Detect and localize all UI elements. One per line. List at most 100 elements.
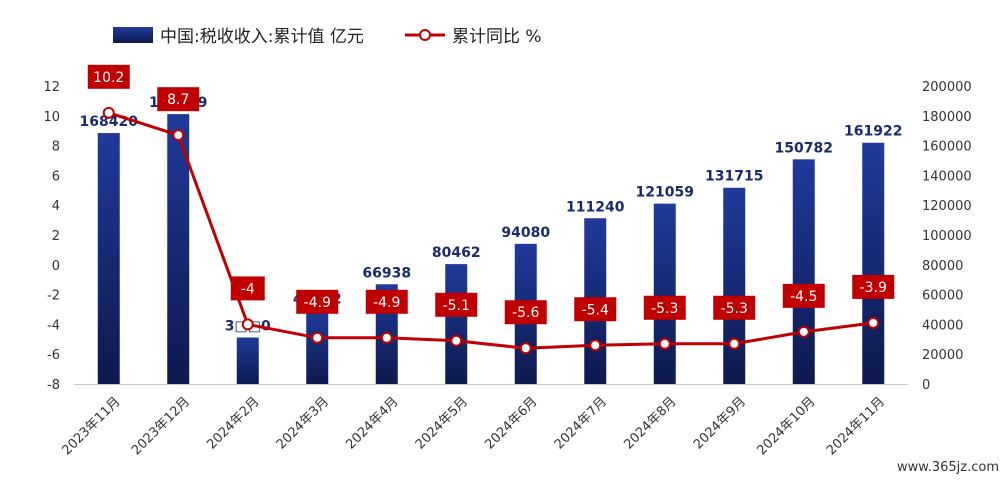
pct-label: -5.4 [582, 302, 609, 318]
left-axis-tick: 8 [52, 140, 60, 155]
bar-labels: 1684201811293□□0491726693880462940801112… [80, 95, 903, 334]
left-axis: -8 -6 -4 -2 0 2 4 6 8 10 12 [43, 80, 908, 393]
right-axis-tick: 140000 [922, 169, 972, 184]
pct-labels: 10.2 8.7 -4 -4.9 -4.9 -5.1 -5.6 -5.4 -5.3 -5.3 -4.… [87, 64, 895, 325]
pct-label: -5.1 [443, 298, 470, 314]
left-axis-tick: -8 [47, 378, 60, 393]
left-axis-tick: 6 [52, 169, 60, 184]
category-label: 2024年9月 [691, 394, 749, 452]
pct-label: 8.7 [167, 92, 189, 108]
category-label: 2024年7月 [552, 394, 610, 452]
left-axis-tick: -6 [47, 348, 60, 363]
line-point [867, 316, 880, 329]
watermark: www.365jz.com [897, 460, 999, 475]
line-point [589, 339, 602, 352]
right-axis-tick: 0 [922, 378, 930, 393]
left-axis-tick: 4 [52, 199, 60, 214]
bar-value-label: 150782 [775, 140, 833, 156]
legend-bar-swatch [113, 27, 153, 43]
line-point [658, 337, 671, 350]
line-point [797, 325, 810, 338]
category-label: 2024年2月 [204, 394, 262, 452]
pct-label-box [782, 283, 825, 308]
bar [306, 310, 329, 384]
pct-label-box [574, 297, 617, 322]
right-axis-tick: 200000 [922, 80, 972, 95]
pct-label-box [157, 87, 200, 112]
category-label: 2024年4月 [343, 394, 401, 452]
pct-label: -4.5 [790, 289, 817, 305]
bar-value-label: 94080 [501, 225, 550, 241]
left-axis-tick: -2 [47, 289, 60, 304]
bar-value-label: 66938 [362, 265, 411, 281]
line-point [450, 334, 463, 347]
right-axis-tick: 80000 [922, 259, 963, 274]
legend-line-label: 累计同比 % [452, 27, 542, 47]
legend-bar-label: 中国:税收收入:累计值 亿元 [160, 27, 364, 47]
left-axis-tick: -4 [47, 318, 60, 333]
pct-label-box [435, 292, 478, 317]
bar [792, 159, 815, 384]
category-label: 2023年12月 [129, 394, 193, 458]
category-label: 2024年5月 [413, 394, 471, 452]
category-label: 2024年10月 [754, 394, 818, 458]
category-label: 2024年8月 [621, 394, 679, 452]
left-axis-tick: 2 [52, 229, 60, 244]
pct-label: 10.2 [93, 70, 124, 86]
right-axis-tick: 160000 [922, 140, 972, 155]
bar-value-label: 161922 [844, 124, 902, 140]
bar-value-label: 121059 [636, 185, 694, 201]
pct-label-box [852, 274, 895, 299]
line-point [102, 106, 115, 119]
legend-line-marker [419, 29, 431, 41]
category-label: 2024年6月 [482, 394, 540, 452]
bar [653, 203, 676, 384]
pct-label-box [296, 289, 339, 314]
category-label: 2024年3月 [274, 394, 332, 452]
right-axis-tick: 180000 [922, 110, 972, 125]
line-point [380, 331, 393, 344]
right-axis-tick: 100000 [922, 229, 972, 244]
pct-label-box [504, 300, 547, 325]
line-point [241, 318, 254, 331]
line-series [102, 106, 880, 355]
pct-label-box [365, 289, 408, 314]
line-point [728, 337, 741, 350]
pct-label: -4.9 [373, 295, 400, 311]
right-axis-tick: 40000 [922, 318, 963, 333]
right-axis-tick: 120000 [922, 199, 972, 214]
line-path [108, 111, 874, 350]
bar [236, 337, 259, 384]
pct-label: -5.3 [651, 301, 678, 317]
pct-label-box [643, 295, 686, 320]
bar-value-label: 80462 [432, 245, 481, 261]
pct-label: -3.9 [860, 280, 887, 296]
pct-label: -5.3 [721, 301, 748, 317]
legend: 中国:税收收入:累计值 亿元 累计同比 % [113, 27, 542, 47]
bar [97, 133, 120, 384]
bar-value-label: 131715 [705, 169, 763, 185]
pct-label: -4.9 [304, 295, 331, 311]
pct-label: -4 [241, 281, 255, 297]
left-axis-tick: 0 [52, 259, 60, 274]
right-axis-tick: 60000 [922, 289, 963, 304]
category-label: 2024年11月 [824, 394, 888, 458]
right-axis-tick: 20000 [922, 348, 963, 363]
pct-label-box [230, 276, 265, 301]
pct-label-box [87, 64, 130, 89]
pct-label-box [713, 295, 756, 320]
line-point [519, 342, 532, 355]
bar-value-label: 111240 [566, 199, 625, 215]
bar [723, 187, 746, 384]
category-labels: 2023年11月 2023年12月 2024年2月 2024年3月 2024年4月 202… [59, 394, 888, 458]
pct-label: -5.6 [512, 305, 539, 321]
line-point [172, 129, 185, 142]
bar [167, 114, 190, 384]
left-axis-tick: 12 [43, 80, 60, 95]
bar [862, 142, 885, 384]
left-axis-tick: 10 [43, 110, 60, 125]
bar [445, 264, 468, 384]
category-label: 2023年11月 [59, 394, 123, 458]
